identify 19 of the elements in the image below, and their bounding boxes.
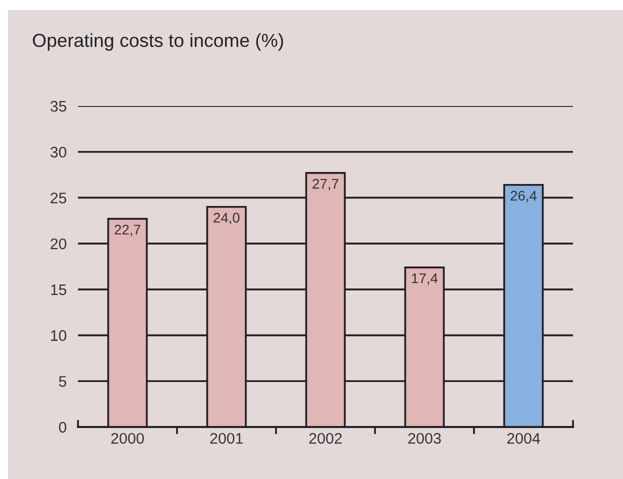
x-tick-label: 2004: [507, 432, 540, 444]
chart-title: Operating costs to income (%): [32, 33, 284, 51]
y-tick-label: 10: [51, 330, 66, 341]
y-tick-label: 5: [59, 376, 66, 387]
x-tick-label: 2000: [111, 432, 144, 444]
y-tick-label: 15: [51, 284, 66, 296]
data-label: 17,4: [412, 273, 438, 285]
data-label: 24,0: [214, 212, 240, 224]
y-tick-label: 30: [50, 146, 66, 158]
y-tick-label: 35: [50, 100, 66, 112]
y-tick-label: 0: [58, 422, 66, 433]
data-label: 26,4: [510, 190, 537, 202]
x-tick-label: 2003: [408, 432, 441, 444]
data-label: 27,7: [312, 178, 338, 190]
x-tick-label: 2002: [309, 432, 342, 444]
y-tick-label: 20: [50, 238, 66, 250]
y-tick-label: 25: [50, 192, 66, 204]
data-label: 22,7: [114, 224, 140, 236]
x-tick-label: 2001: [210, 432, 243, 444]
